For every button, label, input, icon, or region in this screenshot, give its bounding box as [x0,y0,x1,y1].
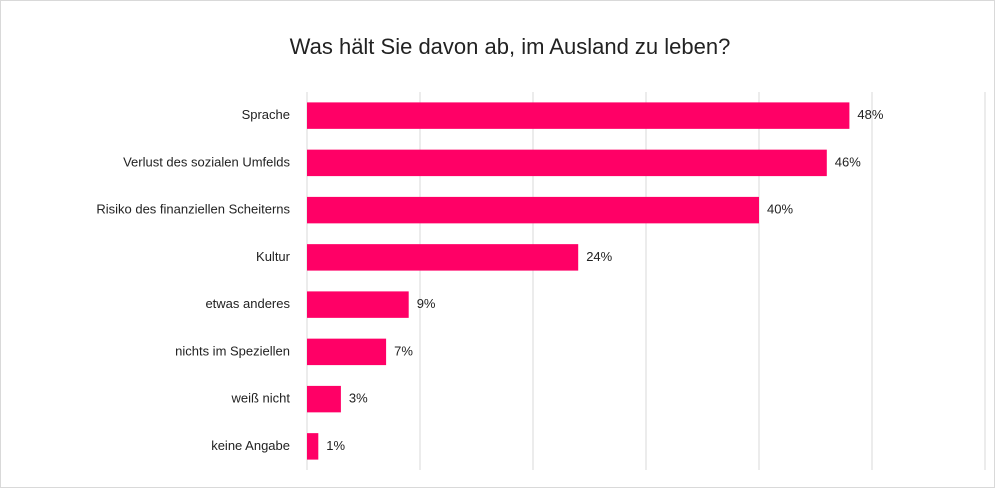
data-label: 40% [767,202,793,217]
bar [307,291,409,318]
data-label: 48% [857,107,883,122]
data-label: 3% [349,391,368,406]
bar [307,196,759,224]
y-tick-label: Risiko des finanziellen Scheiterns [96,202,290,217]
y-tick-label: Verlust des sozialen Umfelds [123,154,290,169]
y-tick-label: keine Angabe [211,438,290,453]
data-label: 24% [586,249,612,264]
chart-title: Was hält Sie davon ab, im Ausland zu leb… [290,34,731,59]
bar [307,433,319,460]
bar [307,244,579,271]
y-tick-label: weiß nicht [230,391,290,406]
bar [307,149,827,177]
data-label: 9% [417,296,436,311]
y-tick-label: etwas anderes [205,296,290,311]
y-tick-label: nichts im Speziellen [175,343,290,358]
data-label: 1% [326,438,345,453]
bar [307,102,850,129]
data-label: 7% [394,343,413,358]
y-tick-label: Sprache [242,107,290,122]
data-label: 46% [835,154,861,169]
bar [307,338,387,366]
bar [307,385,341,413]
y-tick-label: Kultur [256,249,291,264]
